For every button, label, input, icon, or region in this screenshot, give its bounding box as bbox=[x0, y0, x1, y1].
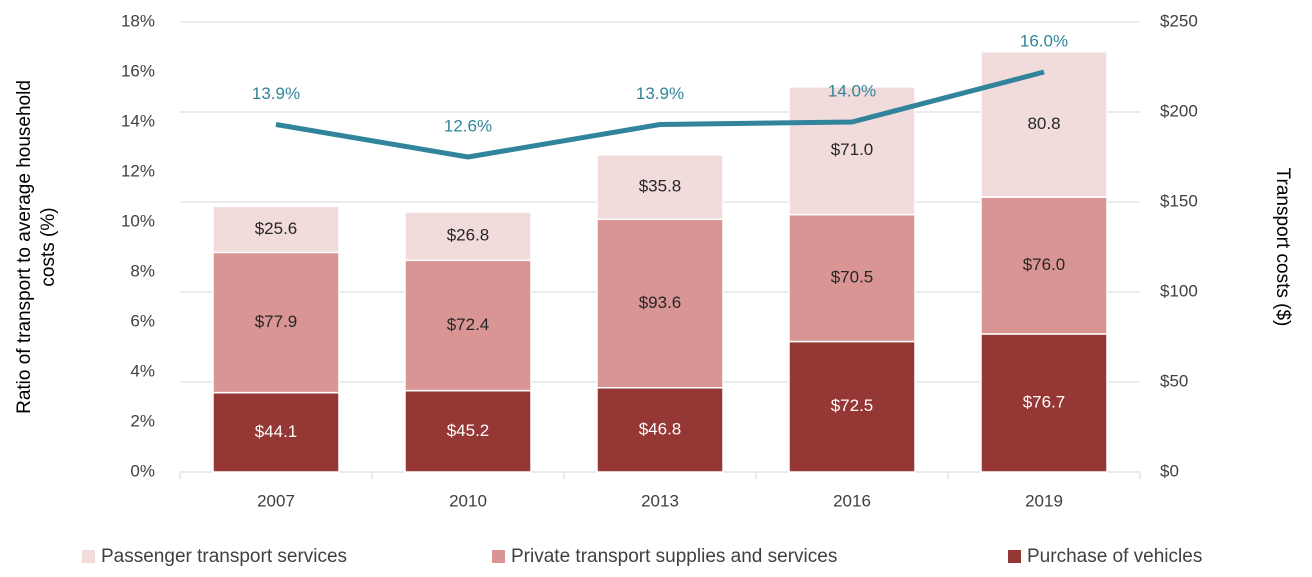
data-label: $35.8 bbox=[639, 177, 682, 196]
data-label: 80.8 bbox=[1027, 114, 1060, 133]
line-data-label: 13.9% bbox=[636, 84, 684, 103]
y-tick-label: 16% bbox=[121, 61, 155, 80]
y-axis-title-line: Ratio of transport to average household bbox=[14, 80, 35, 414]
bar-segment bbox=[980, 196, 1108, 335]
bar-segment bbox=[212, 391, 340, 473]
bar-segment bbox=[980, 333, 1108, 473]
data-label: $70.5 bbox=[831, 268, 874, 287]
y2-tick-label: $250 bbox=[1160, 11, 1198, 30]
y-axis-title-line: costs (%) bbox=[38, 207, 59, 286]
legend-label: Passenger transport services bbox=[101, 546, 347, 567]
data-label: $76.0 bbox=[1023, 255, 1066, 274]
x-tick-label: 2013 bbox=[641, 491, 679, 510]
legend-swatch bbox=[492, 550, 505, 563]
y2-tick-label: $150 bbox=[1160, 191, 1198, 210]
data-label: $71.0 bbox=[831, 140, 874, 159]
data-label: $26.8 bbox=[447, 226, 490, 245]
bar-segment bbox=[980, 50, 1108, 198]
y-axis-title: Ratio of transport to average household c… bbox=[14, 80, 59, 414]
y-tick-label: 14% bbox=[121, 111, 155, 130]
bar-segment bbox=[212, 251, 340, 394]
y-tick-label: 10% bbox=[121, 211, 155, 230]
line-data-label: 13.9% bbox=[252, 84, 300, 103]
y-tick-label: 4% bbox=[130, 361, 155, 380]
line-data-label: 14.0% bbox=[828, 81, 876, 100]
bar-segment bbox=[596, 154, 724, 221]
legend-swatch bbox=[1008, 550, 1021, 563]
y-tick-label: 6% bbox=[130, 311, 155, 330]
line bbox=[275, 69, 1045, 160]
data-label: $72.4 bbox=[447, 315, 490, 334]
x-tick-label: 2010 bbox=[449, 491, 487, 510]
y2-tick-label: $0 bbox=[1160, 461, 1179, 480]
data-label: $77.9 bbox=[255, 312, 298, 331]
data-label: $45.2 bbox=[447, 421, 490, 440]
bar-segment bbox=[404, 211, 532, 262]
y2-axis-title: Transport costs ($) bbox=[1272, 168, 1293, 327]
bar-segment bbox=[596, 218, 724, 389]
y-tick-label: 2% bbox=[130, 411, 155, 430]
data-label: $76.7 bbox=[1023, 392, 1066, 411]
y-tick-label: 0% bbox=[130, 461, 155, 480]
y-tick-label: 8% bbox=[130, 261, 155, 280]
data-label: $93.6 bbox=[639, 293, 682, 312]
data-label: $46.8 bbox=[639, 419, 682, 438]
data-label: $72.5 bbox=[831, 396, 874, 415]
data-label: $44.1 bbox=[255, 422, 298, 441]
x-tick-label: 2019 bbox=[1025, 491, 1063, 510]
y2-tick-label: $200 bbox=[1160, 101, 1198, 120]
legend-label: Purchase of vehicles bbox=[1027, 546, 1202, 567]
y2-tick-label: $50 bbox=[1160, 371, 1188, 390]
bar-segment bbox=[212, 205, 340, 254]
x-tick-label: 2016 bbox=[833, 491, 871, 510]
x-tick-label: 2007 bbox=[257, 491, 295, 510]
line-data-label: 16.0% bbox=[1020, 31, 1068, 50]
y2-tick-label: $100 bbox=[1160, 281, 1198, 300]
legend-swatch bbox=[82, 550, 95, 563]
bar-segment bbox=[404, 259, 532, 392]
y-tick-label: 18% bbox=[121, 11, 155, 30]
bar-segment bbox=[788, 86, 916, 216]
legend-label: Private transport supplies and services bbox=[511, 546, 837, 567]
line-data-label: 12.6% bbox=[444, 116, 492, 135]
data-label: $25.6 bbox=[255, 219, 298, 238]
y-tick-label: 12% bbox=[121, 161, 155, 180]
